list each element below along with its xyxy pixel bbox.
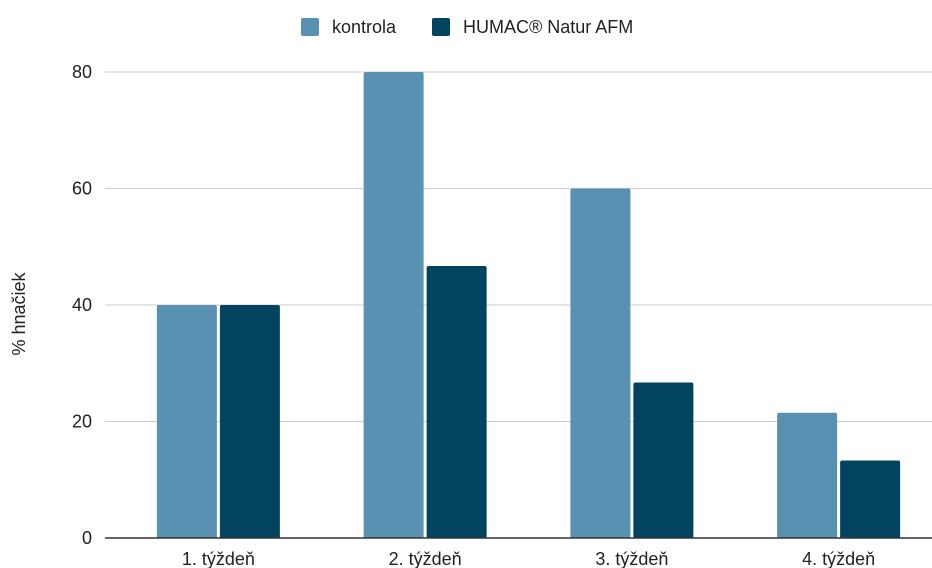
y-tick-label: 80: [72, 62, 92, 82]
x-axis-ticks: 1. týždeň 2. týždeň 3. týždeň 4. týždeň: [182, 549, 875, 568]
x-tick-label: 1. týždeň: [182, 549, 255, 568]
x-tick-label: 4. týždeň: [802, 549, 875, 568]
x-tick-label: 2. týždeň: [389, 549, 462, 568]
y-tick-label: 40: [72, 295, 92, 315]
bar-humac-1: [219, 305, 280, 538]
legend-swatch-kontrola: [301, 18, 319, 36]
legend-label-kontrola: kontrola: [332, 17, 397, 37]
legend: kontrola HUMAC® Natur AFM: [301, 17, 633, 37]
bars: [156, 72, 901, 538]
bar-kontrola-3: [570, 188, 631, 538]
legend-label-humac: HUMAC® Natur AFM: [463, 17, 633, 37]
y-tick-label: 0: [82, 528, 92, 548]
y-axis-ticks: 0 20 40 60 80: [72, 62, 92, 548]
legend-swatch-humac: [432, 18, 450, 36]
bar-kontrola-2: [363, 72, 424, 538]
x-tick-label: 3. týždeň: [595, 549, 668, 568]
bar-humac-4: [840, 460, 901, 538]
bar-humac-3: [633, 382, 694, 538]
bar-humac-2: [426, 265, 487, 538]
bar-kontrola-4: [777, 412, 838, 538]
y-axis-title: % hnačiek: [9, 271, 29, 355]
y-tick-label: 20: [72, 412, 92, 432]
y-tick-label: 60: [72, 179, 92, 199]
bar-kontrola-1: [156, 305, 217, 538]
